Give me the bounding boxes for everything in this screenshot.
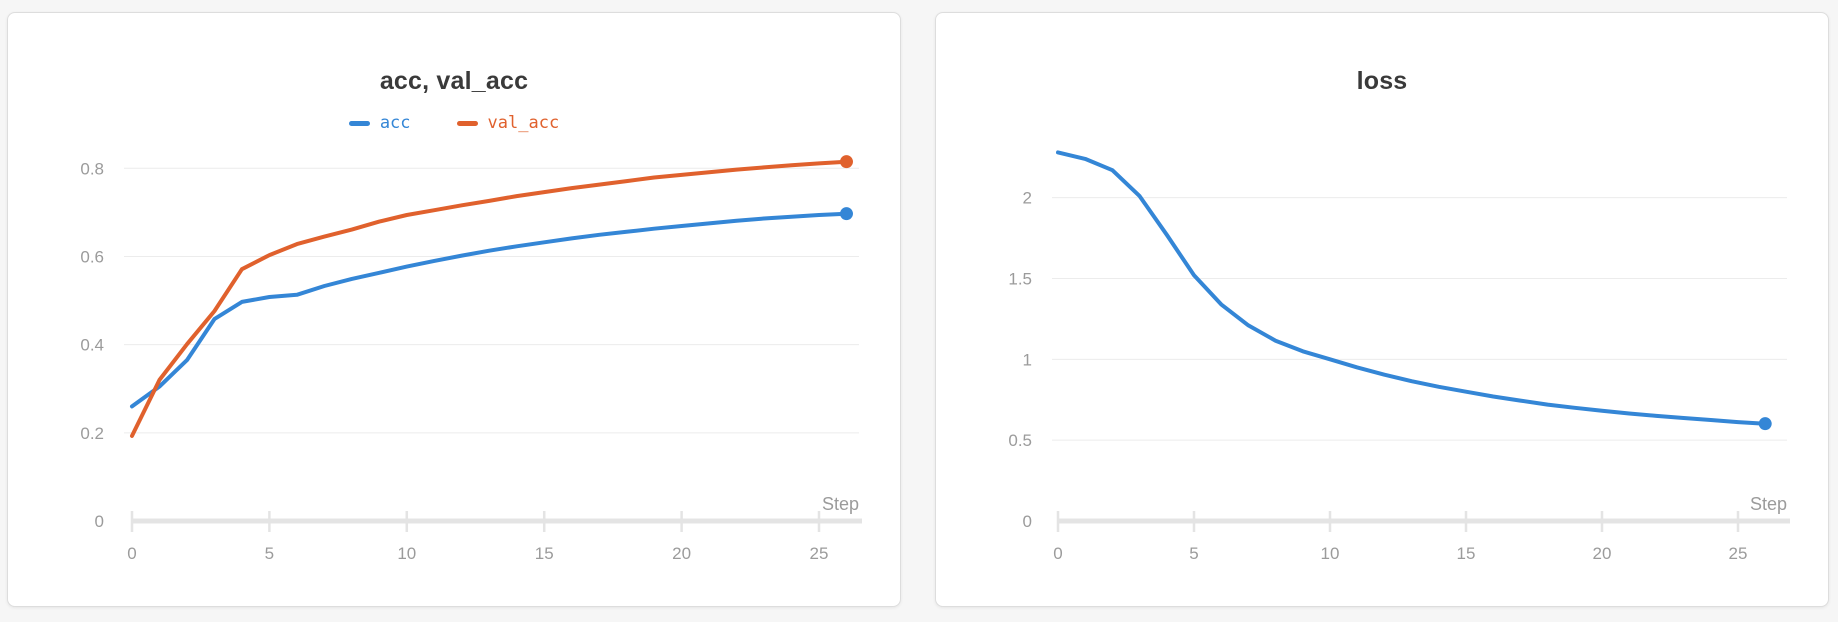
series-line-val_acc <box>130 159 849 438</box>
x-tick-label: 25 <box>810 544 829 563</box>
x-axis-title: Step <box>1750 494 1787 514</box>
acc-chart-title: acc, val_acc <box>379 67 529 95</box>
loss-chart-title: loss <box>1356 67 1408 95</box>
series-end-marker-loss <box>1758 417 1772 431</box>
y-tick-label: 0 <box>95 512 104 531</box>
x-tick-label: 15 <box>535 544 554 563</box>
y-tick-label: 0.6 <box>80 247 104 266</box>
y-tick-label: 0.8 <box>80 159 104 178</box>
x-tick-label: 20 <box>1593 544 1612 563</box>
x-tick-label: 25 <box>1729 544 1748 563</box>
legend-item-acc[interactable]: acc <box>348 113 411 133</box>
y-tick-label: 1.5 <box>1008 270 1032 289</box>
x-tick-label: 0 <box>127 544 136 563</box>
legend-label: acc <box>379 113 411 133</box>
y-tick-label: 0.5 <box>1008 431 1032 450</box>
y-tick-label: 0.4 <box>80 336 104 355</box>
x-tick-label: 5 <box>1189 544 1198 563</box>
series-end-marker-val_acc <box>839 155 853 169</box>
legend-label: val_acc <box>487 113 560 133</box>
panel-acc-val-acc: 0 0.2 0.4 0.6 0.8 0 5 10 15 20 25 Step acc, val_acc… <box>7 12 901 607</box>
legend-swatch-val_acc <box>456 120 478 126</box>
y-tick-label: 0 <box>1023 512 1032 531</box>
series-line-loss <box>1056 150 1768 426</box>
y-tick-label: 1 <box>1023 350 1032 369</box>
charts-row: 0 0.2 0.4 0.6 0.8 0 5 10 15 20 25 Step acc, val_acc… <box>7 12 1829 607</box>
x-tick-label: 10 <box>1321 544 1340 563</box>
y-tick-label: 0.2 <box>80 424 104 443</box>
legend-item-val_acc[interactable]: val_acc <box>456 113 560 133</box>
x-tick-label: 0 <box>1053 544 1062 563</box>
x-tick-label: 5 <box>265 544 274 563</box>
acc-chart-plot-area[interactable]: 0 0.2 0.4 0.6 0.8 0 5 10 15 20 25 Step <box>8 13 900 606</box>
x-tick-label: 15 <box>1457 544 1476 563</box>
legend-swatch-acc <box>348 120 370 126</box>
series-end-marker-acc <box>839 207 853 221</box>
panel-loss: 0 0.5 1 1.5 2 0 5 10 15 20 25 Step loss <box>935 12 1829 607</box>
legend: acc val_acc <box>8 113 900 133</box>
x-tick-label: 20 <box>672 544 691 563</box>
x-tick-label: 10 <box>397 544 416 563</box>
series-line-acc <box>130 211 849 409</box>
x-axis-title: Step <box>822 494 859 514</box>
y-tick-label: 2 <box>1023 189 1032 208</box>
